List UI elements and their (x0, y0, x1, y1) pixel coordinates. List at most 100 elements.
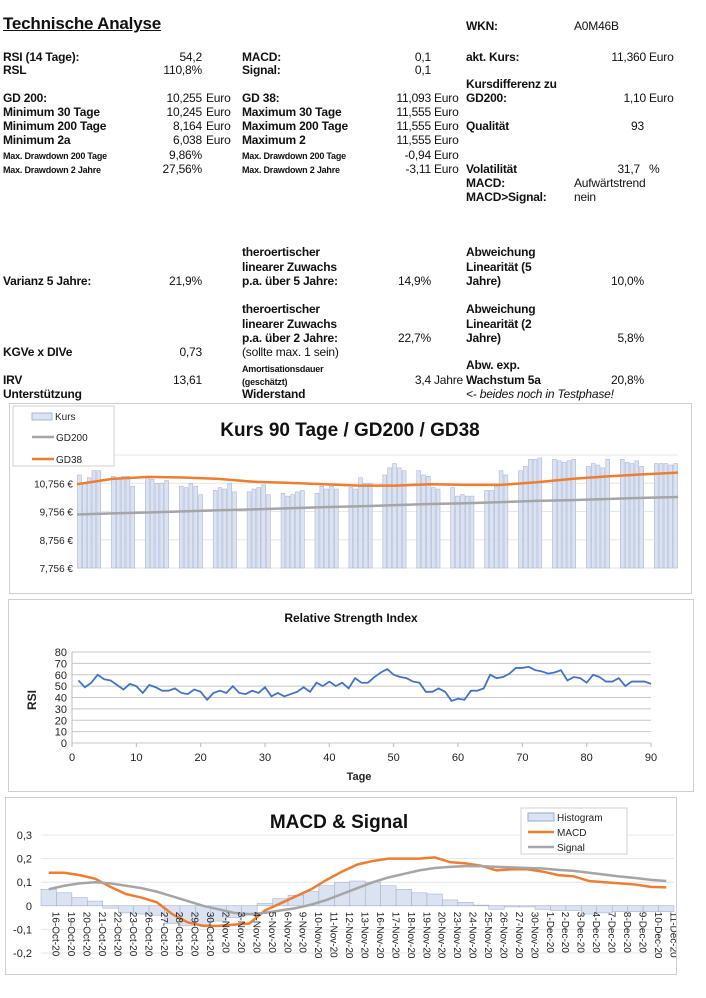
histogram-bar (503, 905, 520, 908)
x-tick-label: 2-Nov-20 (220, 912, 231, 954)
kurs-bar (498, 470, 504, 569)
x-tick-label: 1-Dec-20 (544, 912, 555, 954)
kurs-bar (125, 476, 131, 569)
legend-kurs-label: Kurs (55, 412, 76, 423)
x-axis-label: Tage (347, 771, 372, 783)
diff-unit: Euro (649, 91, 674, 105)
histogram-bar (411, 892, 428, 907)
kurs-bar (363, 483, 368, 569)
legend-macd-label: MACD (557, 828, 586, 839)
amort-unit: Jahre (434, 373, 464, 387)
lin5-line-3: p.a. über 5 Jahre: (242, 274, 338, 288)
histogram-bar (87, 900, 104, 907)
x-tick-label: 20-Oct-20 (81, 912, 92, 957)
y-tick-label: 0 (26, 901, 32, 913)
x-tick-label: 4-Nov-20 (250, 912, 261, 954)
rsl-label: RSL (3, 63, 27, 77)
x-tick-label: 11-Dec-20 (667, 912, 676, 958)
kurs-chart: 7,756 € 8,756 € 9,756 € 10,756 € Kurs 90 Tag… (9, 403, 692, 594)
x-tick-label: 11-Nov-20 (328, 912, 339, 958)
x-tick-label: 28-Oct-20 (173, 912, 184, 957)
kurs-bar (324, 488, 329, 569)
kurs-bar (537, 457, 543, 569)
histogram-bar (658, 905, 675, 912)
kurs-bar (353, 488, 358, 569)
abw5-line-2: Linearität (5 (466, 260, 532, 274)
y-tick-label: 10,756 € (34, 479, 73, 490)
x-tick-label: 13-Nov-20 (359, 912, 370, 959)
gd38-label: GD 38: (242, 91, 280, 105)
kurs-bar (145, 477, 150, 569)
kurs-bar (435, 488, 441, 569)
signal-line (48, 864, 667, 916)
rsi-line (77, 665, 652, 702)
x-tick-label: 30-Nov-20 (528, 912, 539, 959)
kurs-bar (222, 488, 228, 569)
y-tick-label: 0,2 (17, 854, 32, 866)
macd-chart: -0,2 -0,1 0 0,1 0,2 0,3 16-Oct-20 19-Oct-20 20-O… (5, 797, 678, 975)
varianz-label: Varianz 5 Jahre: (3, 274, 92, 288)
y-tick-label: 40 (55, 693, 67, 705)
kurs-bar (469, 495, 475, 569)
histogram-bar (473, 904, 489, 907)
page-title: Technische Analyse (3, 14, 161, 33)
kurs-bar (319, 485, 324, 569)
legend-gd38-label: GD38 (56, 455, 83, 466)
vola-unit: % (649, 162, 660, 176)
kurs-bar (503, 474, 509, 569)
max30-value: 11,555 (396, 105, 431, 119)
diff-line-1: Kursdifferenz zu (466, 77, 557, 91)
dd200-value-2: -0,94 (404, 148, 432, 162)
abw5-line-1: Abweichung (466, 245, 536, 259)
rsl-value: 110,8% (163, 63, 202, 77)
kurs-bar (590, 463, 596, 569)
x-tick-label: 90 (645, 752, 657, 764)
y-tick-label: -0,1 (13, 924, 32, 936)
x-tick-label: 60 (452, 752, 464, 764)
lin5-line-1: theroertischer (242, 245, 320, 259)
x-tick-label: 70 (516, 752, 528, 764)
kurs-bar (605, 459, 610, 569)
kurs-label: akt. Kurs: (466, 50, 520, 64)
dd2-value: 27,56% (162, 162, 203, 176)
kurs-bar (392, 463, 397, 569)
kurs-bar (280, 493, 286, 569)
abw5-line-3: Jahre) (466, 274, 501, 288)
gd200-unit: Euro (206, 91, 231, 105)
kurs-bar (416, 470, 421, 569)
y-tick-label: 60 (55, 670, 67, 682)
x-tick-label: 19-Oct-20 (65, 912, 76, 957)
x-tick-label: 3-Dec-20 (575, 912, 586, 954)
histogram-bar (488, 905, 505, 910)
macd-label: MACD: (242, 50, 281, 64)
legend-histogram-label: Histogram (557, 813, 603, 824)
kurs-bar (653, 463, 659, 569)
x-tick-label: 2-Dec-20 (559, 912, 570, 954)
kurs-bar (620, 459, 625, 569)
lin5-value: 14,9% (397, 274, 431, 288)
kurs-bar (397, 467, 402, 569)
kurs-bar (455, 495, 460, 569)
x-tick-label: 26-Nov-20 (497, 912, 508, 959)
kurs-bar (232, 491, 237, 569)
rsi-chart: 0 10 20 30 40 50 60 70 80 0 10 20 30 40 50 60 70 80 90 Rela… (8, 599, 694, 792)
legend-box (12, 405, 115, 467)
x-tick-label: 27-Nov-20 (513, 912, 524, 959)
kurs-bar (285, 495, 291, 569)
legend-kurs-swatch (31, 412, 53, 421)
x-tick-label: 27-Oct-20 (158, 912, 169, 957)
x-tick-label: 5-Nov-20 (266, 912, 277, 954)
kurs-bar (329, 485, 334, 569)
kurs-bar (164, 480, 169, 569)
irv-value: 13,61 (172, 373, 202, 387)
x-tick-label: 7-Dec-20 (606, 912, 617, 954)
signal-label: Signal: (242, 63, 281, 77)
kurs-bar (111, 476, 116, 569)
kurs-bar (193, 485, 198, 569)
varianz-value: 21,9% (168, 274, 202, 288)
kurs-bar (566, 460, 572, 569)
y-tick-label: 7,756 € (40, 564, 74, 575)
min30-value: 10,245 (166, 105, 202, 119)
kurs-chart-svg: 7,756 € 8,756 € 9,756 € 10,756 € Kurs 90 Tag… (12, 405, 679, 575)
diff-value: 1,10 (623, 91, 646, 105)
